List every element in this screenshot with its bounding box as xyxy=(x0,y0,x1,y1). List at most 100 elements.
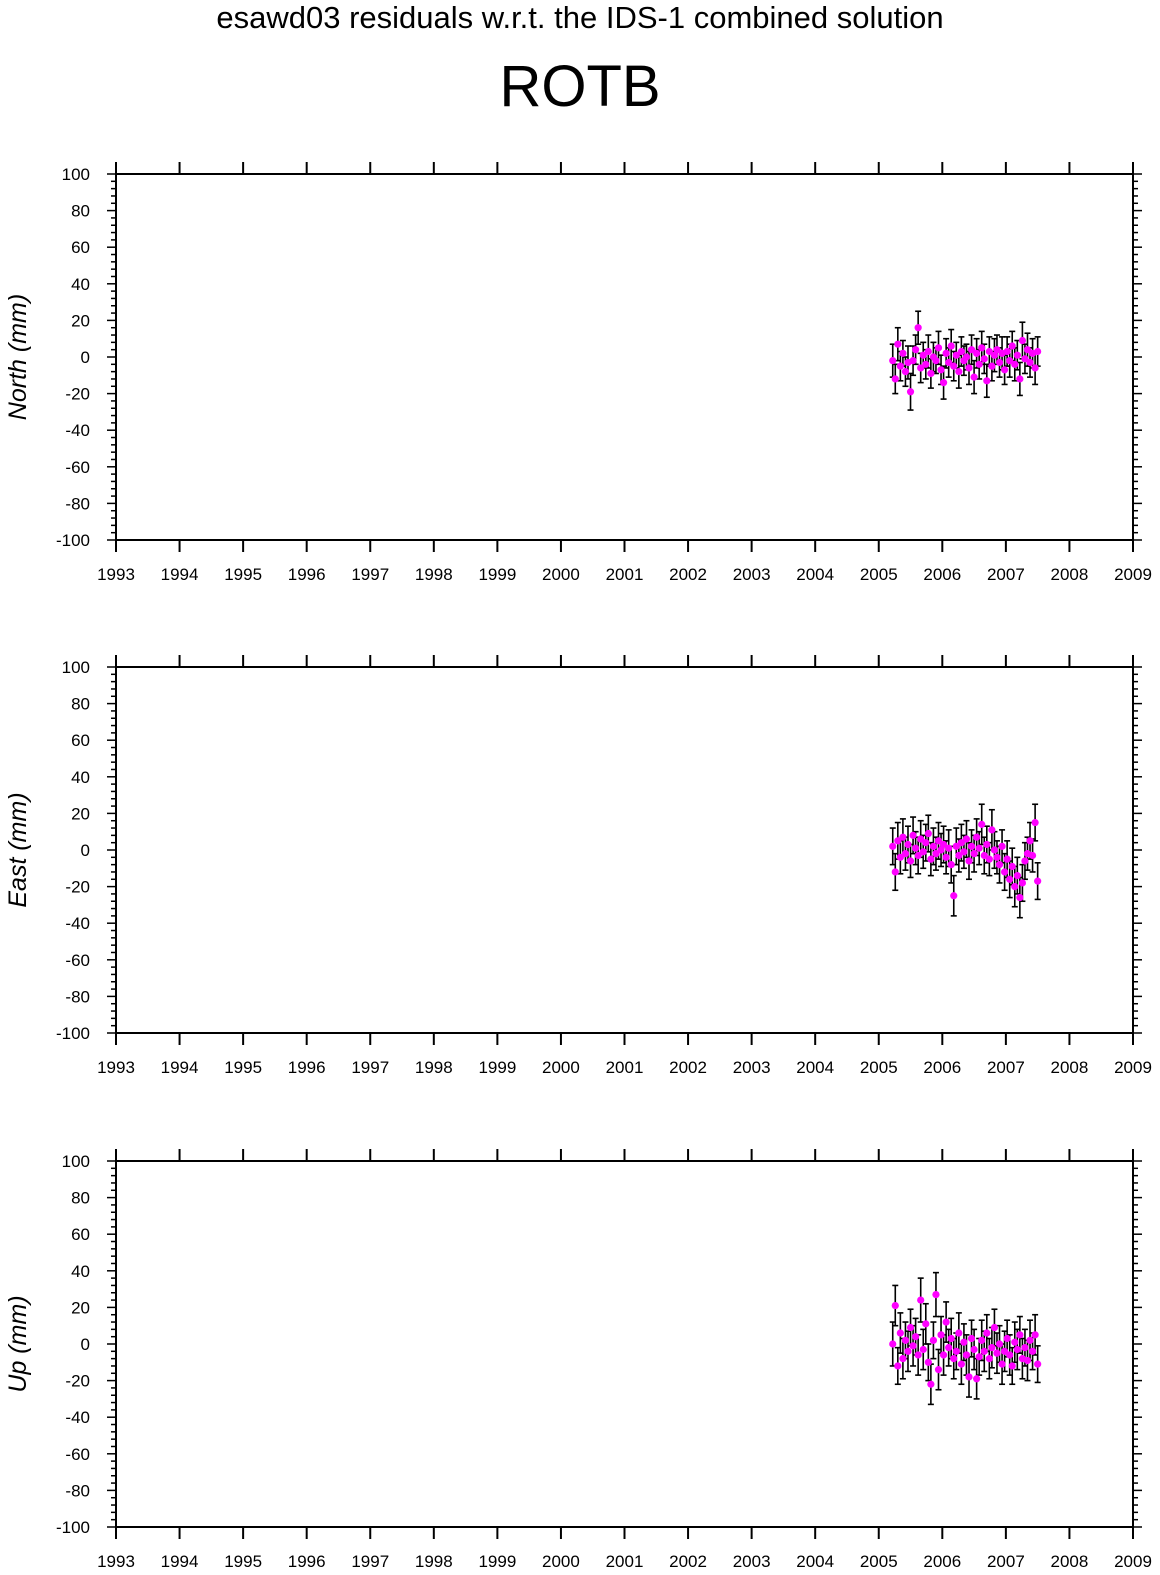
data-point xyxy=(973,833,981,841)
data-point xyxy=(934,344,943,352)
data-point xyxy=(914,1351,922,1359)
x-tick-label: 1997 xyxy=(351,1552,389,1571)
data-point xyxy=(975,360,983,368)
data-point xyxy=(995,1340,1004,1348)
y-axis-label: North (mm) xyxy=(4,294,32,420)
y-tick-label: -40 xyxy=(65,1408,90,1427)
data-point xyxy=(1001,366,1009,374)
data-point xyxy=(901,1336,910,1344)
x-tick-label: 2007 xyxy=(987,565,1025,584)
data-point xyxy=(988,1344,996,1352)
data-point xyxy=(922,839,930,847)
x-tick-label: 1995 xyxy=(224,1552,262,1571)
data-point xyxy=(891,1301,899,1310)
x-tick-label: 2001 xyxy=(606,1058,644,1077)
data-point xyxy=(1013,351,1021,359)
data-point xyxy=(899,833,907,841)
data-point xyxy=(973,349,981,357)
data-point xyxy=(1008,1362,1016,1370)
data-point xyxy=(952,1347,960,1355)
data-point xyxy=(955,368,963,376)
x-tick-label: 2000 xyxy=(542,1552,580,1571)
data-point xyxy=(967,346,976,354)
x-tick-label: 2005 xyxy=(860,565,898,584)
x-tick-label: 2006 xyxy=(923,1058,961,1077)
data-point xyxy=(1003,855,1011,863)
y-tick-label: -100 xyxy=(56,1518,90,1537)
data-point xyxy=(988,826,996,834)
y-tick-label: 100 xyxy=(62,1152,90,1171)
x-tick-label: 2009 xyxy=(1114,1552,1152,1571)
data-point xyxy=(1008,862,1016,871)
y-tick-label: 40 xyxy=(71,1262,90,1281)
data-point xyxy=(1034,347,1042,356)
plot-frame xyxy=(115,1160,1134,1528)
data-point xyxy=(919,351,927,359)
data-point xyxy=(1018,336,1027,345)
data-point xyxy=(1008,342,1016,350)
x-tick-label: 1994 xyxy=(161,1552,199,1571)
y-tick-label: -80 xyxy=(65,494,90,513)
x-tick-label: 1998 xyxy=(415,565,453,584)
data-point xyxy=(1028,851,1037,860)
data-point xyxy=(980,851,988,860)
y-tick-label: 20 xyxy=(71,1298,90,1317)
x-tick-label: 1998 xyxy=(415,1058,453,1077)
data-point xyxy=(894,340,902,348)
data-point xyxy=(889,357,897,365)
data-point xyxy=(957,1360,965,1368)
x-tick-label: 2004 xyxy=(796,565,834,584)
data-point xyxy=(909,831,917,839)
data-point xyxy=(904,1347,912,1355)
x-tick-label: 2002 xyxy=(669,1552,707,1571)
data-point xyxy=(1006,357,1014,365)
x-tick-label: 2004 xyxy=(796,1552,834,1571)
data-point xyxy=(889,842,897,850)
x-tick-label: 1996 xyxy=(288,1058,326,1077)
data-point xyxy=(965,857,973,865)
data-point xyxy=(955,851,963,860)
x-tick-label: 2008 xyxy=(1051,1058,1089,1077)
data-point xyxy=(1034,1360,1042,1368)
x-tick-label: 2000 xyxy=(542,565,580,584)
x-tick-label: 2001 xyxy=(606,565,644,584)
data-point xyxy=(980,1347,988,1355)
data-point xyxy=(1013,1345,1021,1354)
data-point xyxy=(1006,1351,1014,1359)
x-tick-label: 1996 xyxy=(288,565,326,584)
y-tick-label: 100 xyxy=(62,658,90,677)
data-point xyxy=(932,1290,940,1299)
y-tick-label: -60 xyxy=(65,951,90,970)
y-tick-label: 40 xyxy=(71,275,90,294)
data-point xyxy=(1016,375,1024,383)
data-point xyxy=(934,837,943,845)
x-tick-label: 2003 xyxy=(733,1058,771,1077)
data-point xyxy=(891,868,899,876)
data-point xyxy=(937,846,945,854)
data-point xyxy=(975,844,983,852)
data-point xyxy=(952,351,960,359)
data-point xyxy=(932,850,940,858)
x-tick-label: 1995 xyxy=(224,565,262,584)
data-point xyxy=(922,1320,930,1328)
plot-north: 100 80 60 40 20 0 -20 -40 -60 -80 -100 1993 1994 1995… xyxy=(4,162,1152,584)
data-point xyxy=(927,1380,935,1388)
x-tick-label: 2009 xyxy=(1114,565,1152,584)
x-tick-label: 2006 xyxy=(923,565,961,584)
y-tick-label: 20 xyxy=(71,804,90,823)
data-point xyxy=(967,842,976,850)
y-tick-label: -20 xyxy=(65,878,90,897)
data-point xyxy=(1026,358,1034,367)
y-tick-label: -40 xyxy=(65,421,90,440)
data-point xyxy=(983,840,991,849)
data-point xyxy=(1023,1356,1032,1365)
data-point xyxy=(1013,872,1021,880)
data-point xyxy=(1023,346,1032,354)
data-point xyxy=(975,1353,983,1361)
data-point xyxy=(965,364,973,372)
data-point xyxy=(988,362,996,370)
data-point xyxy=(985,347,993,356)
data-point xyxy=(906,857,915,865)
data-point xyxy=(1001,868,1009,876)
x-tick-label: 1994 xyxy=(161,565,199,584)
